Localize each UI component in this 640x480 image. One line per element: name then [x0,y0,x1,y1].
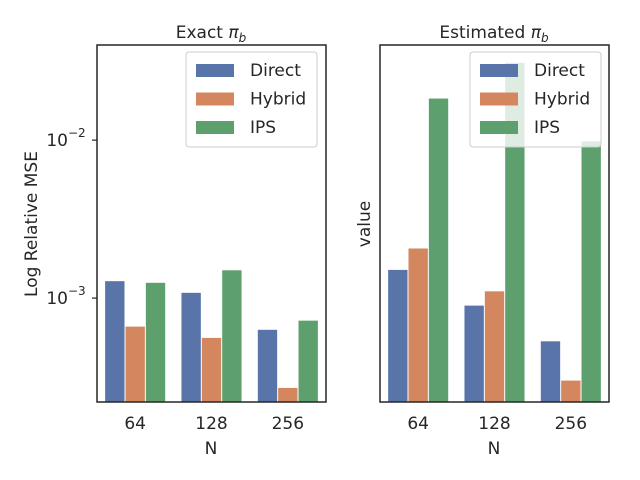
bar-direct-128 [464,305,484,402]
bar-hybrid-256 [278,387,298,402]
bar-direct-128 [181,292,201,402]
legend-swatch-direct [480,64,518,77]
legend-label-direct: Direct [534,61,585,81]
bar-hybrid-256 [561,380,581,402]
bar-direct-256 [540,341,561,402]
bar-direct-64 [105,281,125,402]
legend-label-direct: Direct [250,61,301,81]
legend-swatch-ips [196,121,234,134]
x-tick-label-128: 128 [195,414,227,434]
bar-ips-128 [222,270,242,402]
bar-direct-64 [388,269,408,402]
legend-exact: Direct Hybrid IPS [185,51,318,148]
y-ticks-exact: 10−310−2 [46,126,97,309]
bar-hybrid-64 [125,326,145,402]
legend-estimated: Direct Hybrid IPS [469,51,602,148]
bars-exact [105,270,318,402]
y-tick-exponent: −3 [68,284,86,298]
bar-direct-256 [257,329,278,402]
legend-label-ips: IPS [250,118,276,138]
legend-swatch-hybrid [196,92,234,106]
x-tick-label-128: 128 [478,414,510,434]
panel-exact: Exact πb 10−310−2 64 128 256 N Log Relativ… [22,23,327,459]
x-tick-label-256: 256 [272,414,304,434]
panel-estimated: Estimated πb 64 128 256 N value Direct Hybr… [355,23,610,459]
legend-swatch-ips [480,121,518,134]
y-axis-label-estimated: value [355,201,375,247]
bar-ips-256 [298,320,318,402]
bar-ips-64 [428,98,449,403]
legend-label-ips: IPS [534,118,560,138]
bar-ips-256 [581,141,601,402]
x-tick-label-64: 64 [124,414,146,434]
bar-hybrid-128 [484,291,505,402]
x-ticks-estimated: 64 128 256 [407,414,587,434]
y-tick-exponent: −2 [68,126,86,140]
x-tick-label-64: 64 [407,414,429,434]
x-tick-label-256: 256 [555,414,587,434]
legend-label-hybrid: Hybrid [534,90,590,110]
legend-swatch-hybrid [480,92,518,106]
y-axis-label-exact: Log Relative MSE [22,151,42,297]
bars-estimated [388,62,601,403]
y-tick-label: 10 [46,289,68,309]
bar-ips-64 [145,282,166,402]
legend-swatch-direct [196,64,234,77]
panel-title-exact: Exact πb [176,23,247,45]
y-tick-label: 10 [46,131,68,151]
bar-hybrid-128 [201,337,222,402]
x-axis-label-estimated: N [488,439,501,459]
axes-frame-exact [96,44,327,403]
axes-frame-estimated [379,44,610,403]
x-axis-label-exact: N [205,439,218,459]
bar-ips-128 [505,62,525,402]
panel-title-estimated: Estimated πb [439,23,549,45]
legend-label-hybrid: Hybrid [250,90,306,110]
x-ticks-exact: 64 128 256 [124,414,304,434]
bar-hybrid-64 [408,248,428,402]
